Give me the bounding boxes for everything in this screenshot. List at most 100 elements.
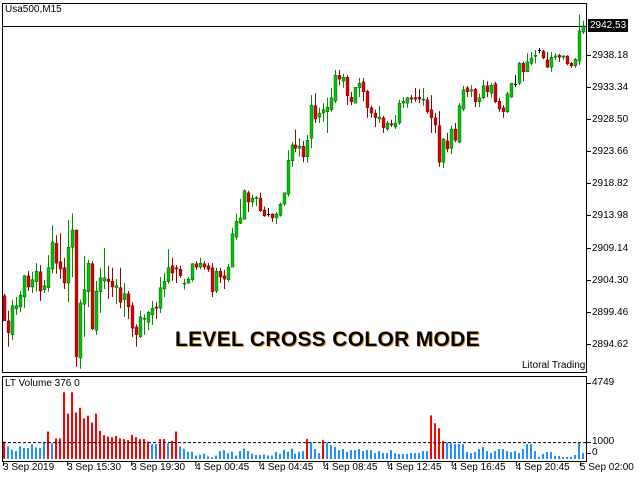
volume-bar	[514, 451, 516, 459]
candle-body	[166, 267, 171, 282]
volume-bar	[11, 449, 13, 459]
volume-bar	[231, 451, 233, 459]
candle	[405, 97, 410, 108]
volume-bar	[406, 453, 408, 459]
candle-body	[46, 267, 51, 288]
candle-body	[305, 140, 310, 158]
volume-bar	[219, 451, 221, 459]
volume-bar	[558, 455, 560, 459]
candle	[118, 267, 123, 309]
candle-body	[34, 270, 39, 282]
volume-bar	[306, 439, 308, 459]
headline-label: LEVEL CROSS COLOR MODE	[175, 328, 480, 351]
candle-body	[405, 97, 410, 104]
candle	[142, 314, 147, 335]
candle-body	[274, 213, 279, 219]
candle	[250, 194, 255, 207]
volume-bar	[446, 442, 448, 459]
candle	[290, 142, 295, 167]
volume-bar	[267, 455, 269, 459]
candle-body	[202, 263, 207, 268]
candle	[130, 302, 135, 337]
candle-body	[457, 105, 462, 143]
candle	[457, 103, 462, 143]
volume-bar	[554, 455, 556, 459]
candle	[497, 97, 502, 112]
candle	[10, 299, 15, 341]
volume-bar	[223, 450, 225, 459]
candle	[361, 77, 366, 102]
candle-body	[206, 265, 211, 270]
volume-bar	[490, 453, 492, 459]
candle	[514, 75, 517, 88]
volume-bar	[271, 455, 273, 459]
candle	[441, 138, 446, 169]
candle	[553, 53, 558, 60]
candle	[461, 85, 466, 112]
volume-bar	[35, 447, 37, 459]
volume-bar	[3, 441, 5, 459]
volume-bar	[358, 449, 360, 459]
candle-body	[2, 295, 7, 322]
volume-bar	[418, 453, 420, 459]
volume-bar	[47, 431, 49, 459]
candle	[529, 51, 534, 66]
candle-body	[186, 278, 191, 284]
candle	[22, 275, 27, 309]
volume-bar	[59, 438, 61, 459]
price-tick-label: 2894.62	[592, 338, 629, 350]
candle	[270, 213, 275, 222]
candle	[577, 14, 582, 66]
volume-bar	[422, 451, 424, 459]
candle	[533, 49, 538, 64]
candle-body	[242, 190, 247, 220]
candle-body	[377, 116, 382, 120]
volume-bar	[518, 453, 520, 459]
price-tick-label: 2918.82	[592, 177, 629, 189]
volume-bar	[350, 450, 352, 459]
candle	[481, 79, 486, 100]
candle	[262, 206, 267, 217]
candle-body	[337, 75, 342, 80]
volume-bar	[227, 453, 229, 459]
candle	[377, 105, 382, 124]
volume-bar	[430, 415, 432, 459]
volume-bar	[91, 422, 93, 459]
candle	[345, 75, 350, 106]
price-tick-label: 2899.46	[592, 306, 629, 318]
candle	[50, 225, 55, 274]
time-tick-label: 5 Sep 02:00	[579, 462, 634, 473]
volume-bar	[482, 447, 484, 459]
time-tick-label: 3 Sep 19:30	[131, 462, 186, 473]
volume-bar	[550, 452, 552, 459]
candle	[349, 91, 354, 106]
candle	[413, 87, 418, 102]
volume-bar	[183, 448, 185, 459]
candle-body	[58, 261, 63, 270]
candle-body	[267, 213, 270, 215]
candle	[317, 107, 322, 124]
volume-bar	[151, 444, 153, 459]
volume-bar	[167, 443, 169, 459]
candle	[517, 61, 522, 86]
candle-body	[290, 144, 295, 162]
volume-bar	[67, 413, 69, 459]
candle-body	[489, 85, 494, 94]
candle	[222, 269, 227, 290]
candle	[246, 190, 251, 212]
candle	[198, 257, 203, 270]
candle	[449, 125, 454, 155]
candle	[469, 85, 474, 98]
candle	[573, 57, 578, 68]
volume-bar	[71, 392, 73, 459]
candle-body	[501, 107, 506, 112]
volume-bar	[199, 454, 201, 459]
candle-body	[122, 293, 127, 300]
candle-body	[549, 57, 554, 68]
volume-bar	[215, 455, 217, 459]
candle	[242, 189, 247, 220]
candle-body	[18, 294, 23, 308]
candle	[433, 113, 438, 133]
candle	[14, 296, 19, 315]
